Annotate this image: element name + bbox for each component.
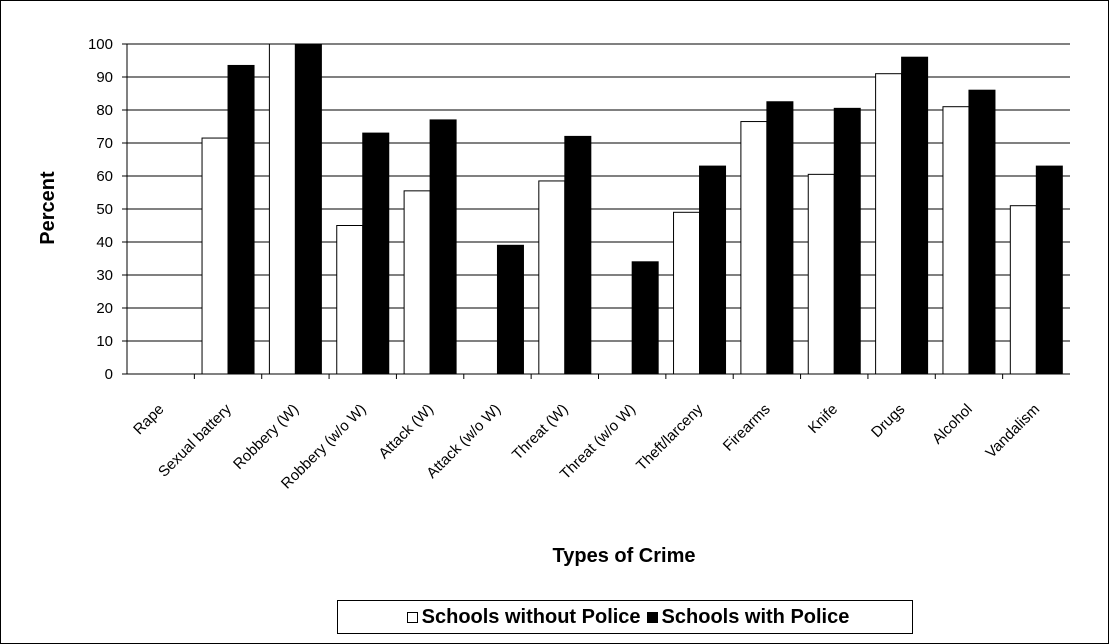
bar-with-police	[362, 132, 390, 375]
y-tick-label: 30	[96, 267, 113, 284]
bar-without-police	[740, 121, 768, 375]
legend-item-with-police: Schools with Police	[641, 605, 850, 629]
bar-with-police	[631, 261, 659, 375]
y-tick-label: 80	[96, 102, 113, 119]
bar-without-police	[201, 137, 229, 375]
x-category-label: Rape	[130, 401, 167, 438]
y-tick-label: 20	[96, 300, 113, 317]
x-category-label: Firearms	[720, 401, 774, 455]
axes	[122, 43, 1070, 379]
x-category-label: Robbery (W)	[230, 401, 302, 473]
bar-without-police	[875, 73, 903, 375]
bar-with-police	[833, 107, 861, 375]
x-axis-title: Types of Crime	[553, 545, 696, 567]
x-category-label: Theft/larceny	[633, 400, 707, 474]
y-tick-label: 90	[96, 69, 113, 86]
y-tick-label: 50	[96, 201, 113, 218]
bar-without-police	[807, 173, 835, 375]
x-category-label: Attack (W)	[375, 401, 437, 463]
bar-without-police	[1009, 205, 1037, 375]
bar-with-police	[564, 135, 592, 375]
bar-with-police	[766, 101, 794, 375]
legend-label-with-police: Schools with Police	[661, 605, 850, 628]
bar-with-police	[968, 89, 996, 375]
bar-without-police	[538, 180, 566, 375]
bar-with-police	[294, 43, 322, 375]
x-category-label: Threat (W)	[509, 401, 572, 464]
y-tick-label: 100	[88, 36, 113, 53]
bar-without-police	[403, 190, 431, 375]
x-category-label: Drugs	[868, 401, 908, 441]
bar-without-police	[942, 106, 970, 375]
bar-without-police	[673, 211, 701, 375]
legend-swatch-with-police	[646, 611, 658, 623]
bar-with-police	[496, 244, 524, 375]
y-axis-title: Percent	[37, 171, 59, 245]
bar-with-police	[901, 56, 929, 375]
y-tick-label: 0	[105, 366, 113, 383]
legend: Schools without Police Schools with Poli…	[337, 600, 913, 634]
bar-with-police	[699, 165, 727, 375]
x-category-label: Knife	[805, 401, 841, 437]
legend-swatch-without-police	[406, 611, 418, 623]
y-tick-label: 70	[96, 135, 113, 152]
y-tick-label: 40	[96, 234, 113, 251]
y-tick-label: 60	[96, 168, 113, 185]
y-tick-labels: 0 10 20 30 40 50 60 70 80 90 100	[88, 36, 113, 383]
y-tick-label: 10	[96, 333, 113, 350]
legend-label-without-police: Schools without Police	[421, 605, 641, 628]
bar-with-police	[1035, 165, 1063, 375]
x-category-label: Alcohol	[929, 401, 976, 448]
bar-with-police	[429, 119, 457, 375]
legend-item-without-police: Schools without Police	[401, 606, 641, 629]
gridlines	[127, 43, 1070, 342]
bar-with-police	[227, 64, 255, 375]
bar-without-police	[268, 43, 296, 375]
bar-without-police	[336, 225, 364, 375]
x-category-label: Vandalism	[982, 401, 1043, 462]
